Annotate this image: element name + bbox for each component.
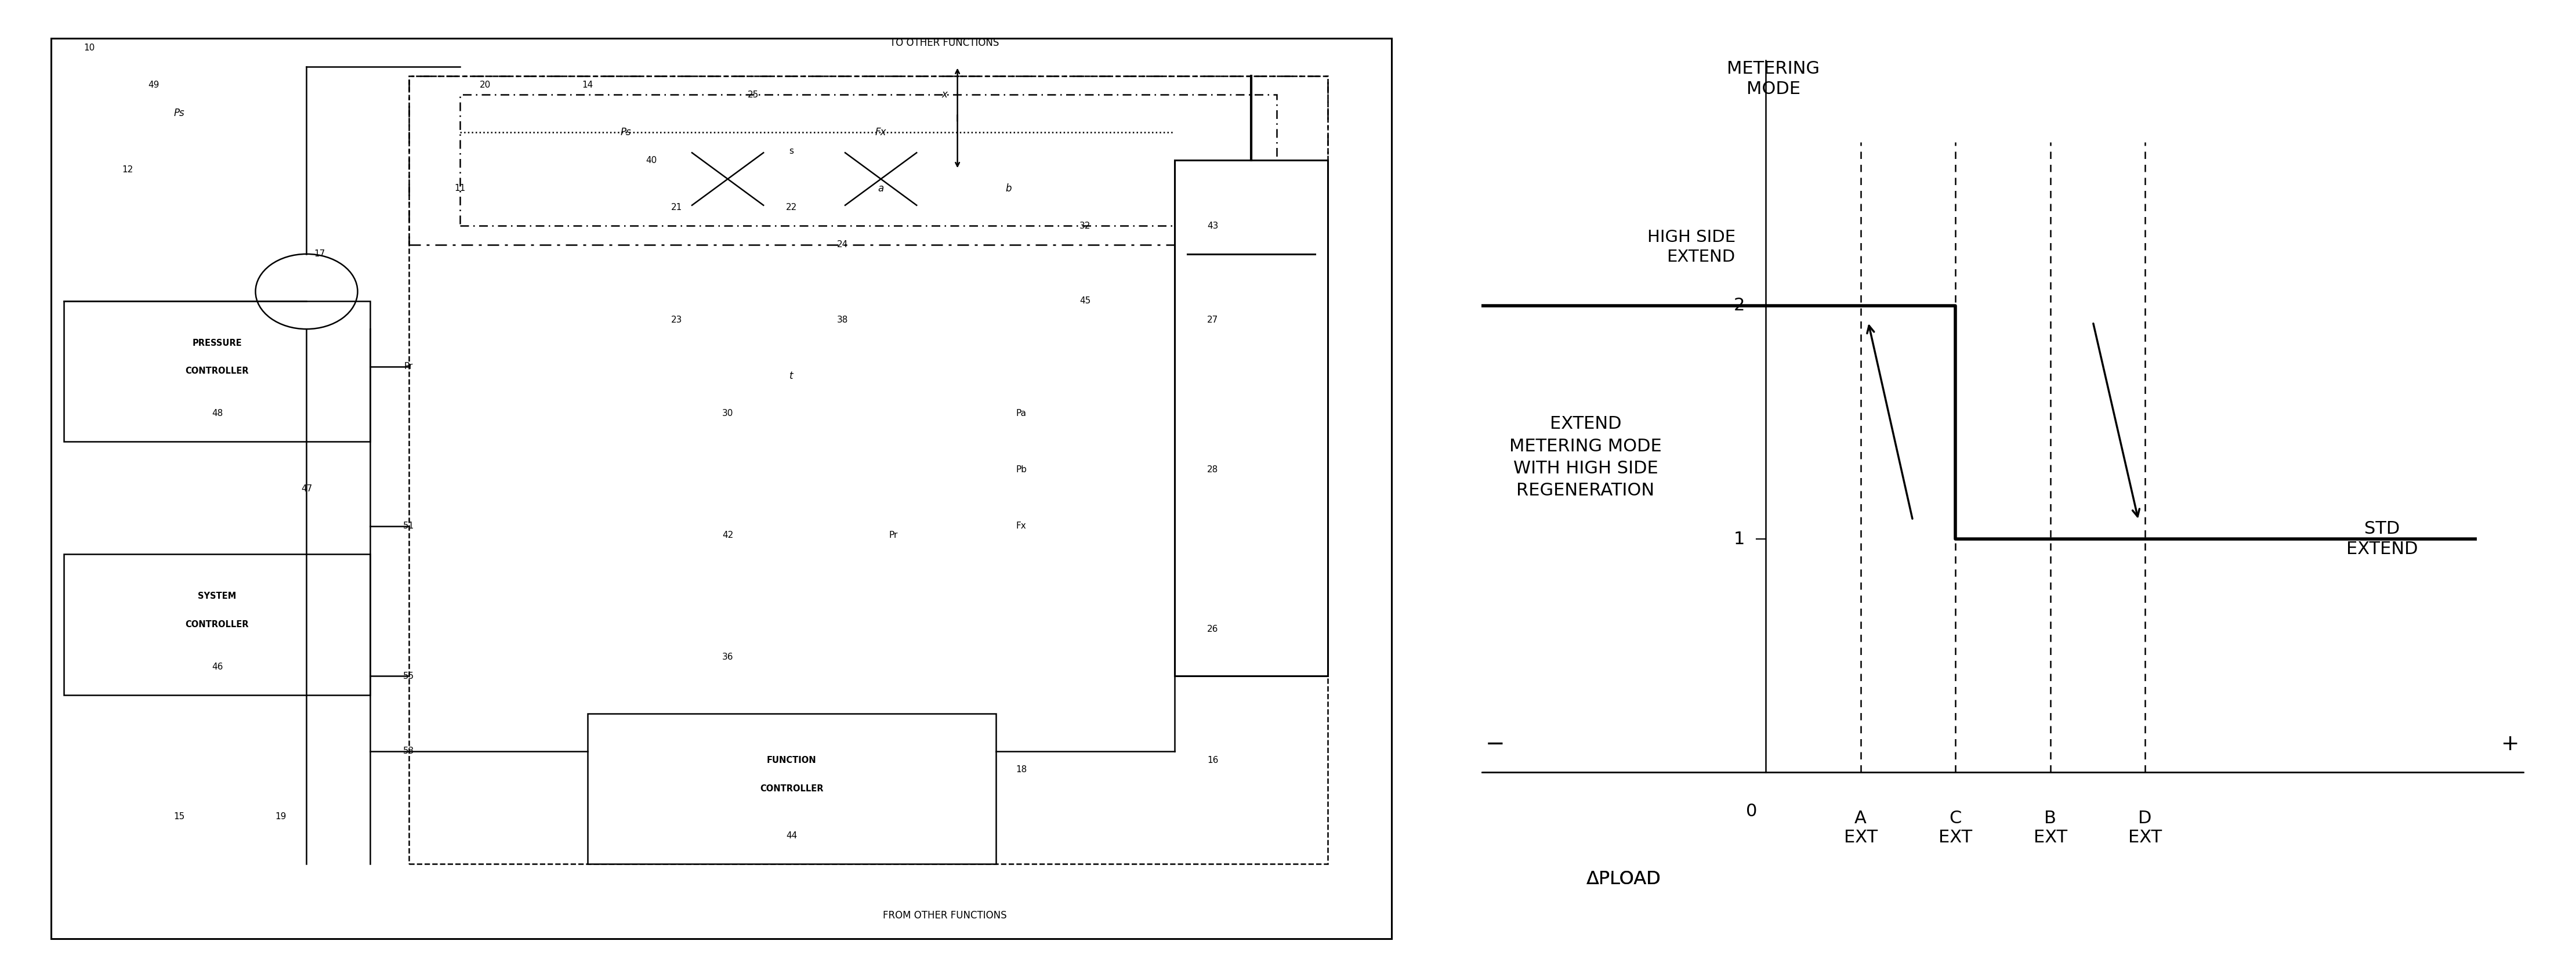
- Bar: [64, 301, 371, 442]
- Text: HIGH SIDE
EXTEND: HIGH SIDE EXTEND: [1646, 230, 1736, 265]
- Text: 30: 30: [721, 409, 734, 418]
- Text: 17: 17: [314, 250, 325, 258]
- Text: 40: 40: [647, 156, 657, 164]
- Text: 16: 16: [1208, 756, 1218, 765]
- Text: 18: 18: [1015, 766, 1028, 774]
- Text: 48: 48: [211, 409, 222, 418]
- Text: D
EXT: D EXT: [2128, 810, 2161, 846]
- Text: FUNCTION: FUNCTION: [768, 756, 817, 765]
- Text: 28: 28: [1208, 465, 1218, 474]
- Text: STD
EXTEND: STD EXTEND: [2347, 520, 2419, 558]
- Text: Ps: Ps: [621, 127, 631, 138]
- Text: a: a: [878, 183, 884, 193]
- Text: FROM OTHER FUNCTIONS: FROM OTHER FUNCTIONS: [884, 910, 1007, 920]
- Text: SYSTEM: SYSTEM: [198, 592, 237, 601]
- Text: TO OTHER FUNCTIONS: TO OTHER FUNCTIONS: [891, 38, 999, 48]
- Text: 49: 49: [147, 81, 160, 90]
- Text: 1: 1: [1734, 531, 1744, 547]
- Text: 53: 53: [402, 746, 415, 755]
- Text: Ps: Ps: [173, 108, 185, 118]
- Text: EXTEND
METERING MODE
WITH HIGH SIDE
REGENERATION: EXTEND METERING MODE WITH HIGH SIDE REGE…: [1510, 415, 1662, 499]
- Bar: [410, 76, 1327, 864]
- Text: 51: 51: [402, 522, 415, 531]
- Bar: [459, 95, 1278, 226]
- Text: 27: 27: [1208, 316, 1218, 324]
- Text: t: t: [791, 370, 793, 381]
- Text: B
EXT: B EXT: [2032, 810, 2066, 846]
- Text: +: +: [2501, 734, 2519, 755]
- Text: 11: 11: [453, 184, 466, 192]
- Text: Pb: Pb: [1015, 465, 1028, 474]
- Text: 15: 15: [173, 813, 185, 821]
- Text: 45: 45: [1079, 297, 1090, 305]
- Text: C
EXT: C EXT: [1940, 810, 1973, 846]
- Bar: [1175, 160, 1327, 676]
- Text: 24: 24: [837, 240, 848, 249]
- Text: Fx: Fx: [876, 127, 886, 138]
- Text: 44: 44: [786, 831, 796, 840]
- Text: 14: 14: [582, 81, 592, 90]
- Bar: [64, 554, 371, 695]
- Text: 26: 26: [1208, 625, 1218, 633]
- Text: CONTROLLER: CONTROLLER: [185, 620, 250, 629]
- Bar: [587, 713, 997, 864]
- Text: CONTROLLER: CONTROLLER: [760, 785, 824, 793]
- Text: 55: 55: [402, 672, 415, 680]
- Text: PRESSURE: PRESSURE: [193, 339, 242, 348]
- Text: 22: 22: [786, 203, 796, 211]
- Text: 32: 32: [1079, 222, 1090, 231]
- Text: 36: 36: [721, 653, 734, 661]
- Text: 47: 47: [301, 485, 312, 492]
- Text: 2: 2: [1734, 297, 1744, 314]
- Text: s: s: [788, 147, 793, 155]
- Text: Fx: Fx: [1015, 522, 1025, 531]
- Text: 42: 42: [721, 531, 734, 539]
- Text: Pr: Pr: [404, 362, 412, 371]
- Text: 46: 46: [211, 662, 222, 671]
- Text: 38: 38: [837, 316, 848, 324]
- Text: Pr: Pr: [889, 531, 899, 539]
- Bar: [410, 76, 1327, 244]
- Text: ΔPLOAD: ΔPLOAD: [1587, 871, 1662, 888]
- Text: CONTROLLER: CONTROLLER: [185, 367, 250, 375]
- Text: 0: 0: [1747, 803, 1757, 820]
- Text: 19: 19: [276, 813, 286, 821]
- Text: −: −: [1486, 733, 1504, 756]
- Text: ΔPʟOAD: ΔPʟOAD: [1587, 871, 1662, 888]
- Text: 10: 10: [85, 43, 95, 52]
- Text: 43: 43: [1208, 222, 1218, 231]
- Text: 20: 20: [479, 81, 492, 90]
- Text: A
EXT: A EXT: [1844, 810, 1878, 846]
- Text: 21: 21: [672, 203, 683, 211]
- Text: 23: 23: [672, 316, 683, 324]
- Text: Pa: Pa: [1015, 409, 1025, 418]
- Text: METERING
MODE: METERING MODE: [1726, 61, 1819, 98]
- Text: b: b: [1005, 183, 1012, 193]
- Text: 12: 12: [121, 165, 134, 174]
- Text: x: x: [943, 89, 948, 100]
- Text: 25: 25: [747, 90, 760, 99]
